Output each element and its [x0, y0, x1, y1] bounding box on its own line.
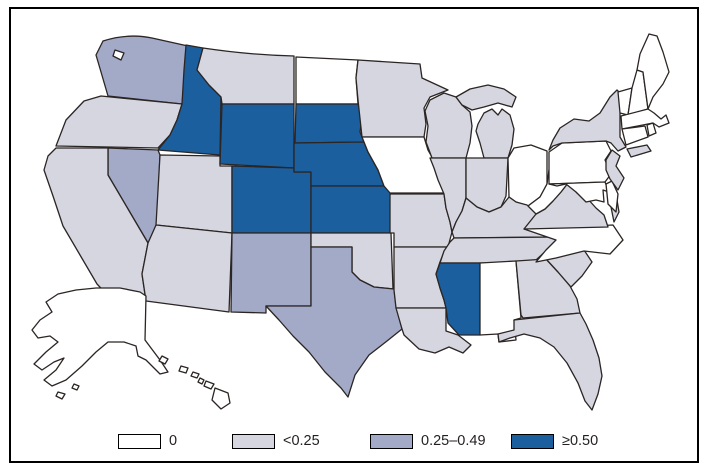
legend-label-low: <0.25 [283, 433, 320, 449]
hawaii-island-hawaii [211, 387, 231, 410]
state-louisiana [395, 307, 472, 354]
puget-sound-water [112, 49, 125, 61]
state-montana [196, 47, 295, 105]
state-michigan-upper-peninsula [455, 84, 517, 111]
state-michigan [475, 108, 515, 159]
alaska-aleutian-island-2 [71, 383, 80, 391]
state-arizona [141, 224, 233, 313]
hawaii-island-kauai [158, 355, 169, 365]
legend-swatch-low [232, 433, 275, 449]
state-minnesota [355, 59, 449, 138]
state-missouri [389, 193, 453, 248]
state-delaware [605, 180, 619, 213]
hawaii-island-maui [203, 380, 215, 390]
alaska-aleutian-island-1 [55, 391, 66, 400]
state-south-dakota [294, 103, 365, 144]
legend: 0 <0.25 0.25–0.49 ≥0.50 [0, 430, 708, 454]
state-utah [155, 154, 233, 234]
legend-swatch-mid [370, 433, 413, 449]
legend-item-zero: 0 [118, 430, 177, 452]
state-connecticut [621, 125, 649, 146]
legend-swatch-zero [118, 433, 161, 449]
state-new-mexico [230, 232, 312, 314]
state-massachusetts [620, 108, 670, 130]
map-frame [9, 7, 699, 463]
state-new-york [548, 89, 627, 152]
state-north-dakota [295, 56, 359, 105]
hawaii-island-oahu [178, 365, 189, 374]
legend-label-high: ≥0.50 [562, 433, 599, 449]
state-rhode-island [646, 122, 657, 137]
hawaii-island-lanai [197, 377, 205, 385]
state-colorado [231, 165, 312, 234]
state-wyoming [219, 103, 295, 169]
state-north-carolina [523, 224, 624, 263]
state-washington [95, 35, 189, 105]
state-new-jersey [605, 149, 625, 191]
state-kansas [310, 185, 393, 234]
state-oregon [55, 95, 183, 149]
legend-swatch-high [511, 433, 554, 449]
state-alaska [31, 287, 169, 387]
state-florida [497, 312, 603, 411]
legend-item-mid: 0.25–0.49 [370, 430, 486, 452]
legend-label-mid: 0.25–0.49 [421, 433, 486, 449]
state-maine [636, 33, 670, 110]
legend-label-zero: 0 [169, 433, 178, 449]
state-texas [265, 246, 403, 398]
hawaii-island-molokai [190, 371, 200, 379]
state-iowa [361, 136, 445, 194]
legend-item-low: <0.25 [232, 430, 320, 452]
legend-item-high: ≥0.50 [511, 430, 598, 452]
state-new-york-long-island [626, 144, 652, 158]
state-pennsylvania [548, 140, 612, 185]
